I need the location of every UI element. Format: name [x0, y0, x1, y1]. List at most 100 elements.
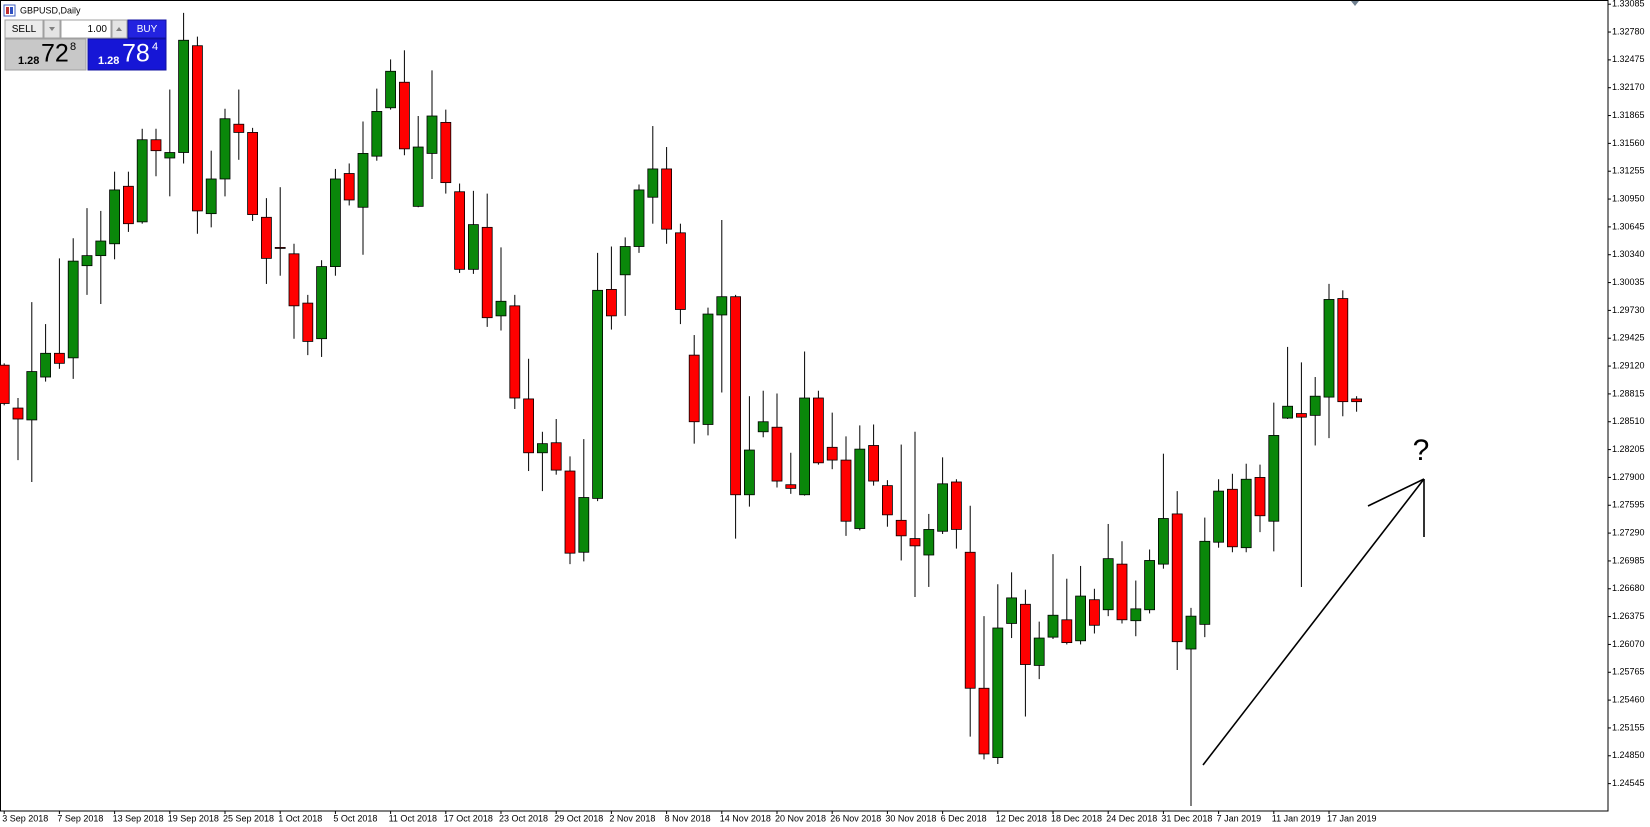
candle-body	[1061, 619, 1073, 644]
candle-body	[550, 442, 562, 471]
x-tick-label: 3 Sep 2018	[2, 813, 48, 823]
candle-body	[716, 296, 728, 316]
y-tick-label: 1.25460	[1612, 694, 1645, 704]
candle-body	[813, 397, 824, 464]
candle-body	[1268, 435, 1280, 522]
y-tick-label: 1.26070	[1612, 639, 1645, 649]
y-tick-label: 1.26985	[1612, 555, 1645, 565]
x-tick-label: 17 Oct 2018	[444, 813, 493, 823]
candle-body	[247, 132, 259, 215]
candle-body	[164, 152, 176, 159]
candle-body	[1020, 603, 1031, 665]
x-tick-label: 24 Dec 2018	[1106, 813, 1157, 823]
candle-body	[371, 111, 383, 157]
candle-body	[260, 216, 272, 259]
y-tick-label: 1.29425	[1612, 333, 1645, 343]
candle-body	[343, 173, 355, 201]
candle-body	[1351, 398, 1362, 403]
symbol-icon	[3, 4, 16, 17]
y-tick-label: 1.29730	[1612, 305, 1645, 315]
y-tick-label: 1.31865	[1612, 110, 1645, 120]
y-tick-label: 1.32475	[1612, 54, 1645, 64]
candle-body	[1089, 599, 1100, 626]
buy-button[interactable]	[127, 19, 167, 39]
up-arrow	[116, 27, 122, 31]
sell-price-box[interactable]	[4, 38, 87, 71]
candle-body	[109, 189, 120, 245]
y-tick-label: 1.28205	[1612, 444, 1645, 454]
arrow-head	[1367, 478, 1425, 507]
candle-body	[619, 246, 631, 276]
candle-body	[67, 260, 79, 359]
x-tick-label: 7 Jan 2019	[1217, 813, 1262, 823]
y-tick-label: 1.24850	[1612, 750, 1645, 760]
y-tick-label: 1.28510	[1612, 416, 1645, 426]
candle-body	[909, 538, 921, 547]
buy-price-box[interactable]	[87, 38, 167, 71]
y-tick-label: 1.31560	[1612, 138, 1645, 148]
x-tick-label: 20 Nov 2018	[775, 813, 826, 823]
y-tick-label: 1.31255	[1612, 166, 1645, 176]
candle-body	[799, 397, 810, 496]
sell-price-prefix: 1.28	[18, 55, 39, 67]
x-tick-label: 11 Jan 2019	[1272, 813, 1321, 823]
candle-body	[1240, 478, 1252, 549]
arrow-shaft	[1202, 478, 1425, 766]
candle-body	[178, 39, 190, 153]
y-tick-label: 1.28815	[1612, 388, 1645, 398]
y-tick-label: 1.27290	[1612, 527, 1645, 537]
symbol-icon-part	[10, 7, 13, 14]
candle-body	[0, 364, 10, 404]
candle-body	[895, 519, 907, 537]
candle-body	[854, 448, 866, 529]
lot-field[interactable]	[60, 19, 112, 39]
y-tick-label: 1.30645	[1612, 221, 1645, 231]
lot-size: 1.00	[88, 24, 108, 35]
candle-body	[826, 446, 838, 461]
candle-body	[329, 178, 341, 267]
candle-body	[426, 115, 438, 154]
drawn-arrow: ?	[1202, 434, 1430, 766]
candle-body	[357, 153, 369, 208]
candle-body	[647, 168, 659, 198]
x-tick-label: 30 Nov 2018	[885, 813, 936, 823]
annotation: ?	[1413, 434, 1430, 467]
x-tick-label: 11 Oct 2018	[389, 813, 437, 823]
symbol-icon-part	[6, 7, 9, 14]
sell-button[interactable]	[4, 19, 44, 39]
y-tick-label: 1.30035	[1612, 277, 1645, 287]
candle-body	[675, 232, 686, 310]
candle-body	[882, 485, 893, 516]
y-tick-label: 1.27595	[1612, 500, 1645, 510]
candle-body	[1296, 413, 1307, 418]
shift-marker	[1351, 1, 1359, 6]
candle-body	[1323, 299, 1335, 398]
candle-body	[785, 484, 797, 489]
y-tick-label: 1.24545	[1612, 778, 1645, 788]
candle-body	[661, 168, 672, 230]
buy-price-fraction: 4	[152, 41, 158, 53]
candle-body	[744, 449, 755, 496]
candle-body	[302, 302, 314, 342]
candle-body	[398, 81, 410, 150]
x-tick-label: 8 Nov 2018	[665, 813, 711, 823]
buy-label: BUY	[137, 24, 158, 35]
candle-body	[233, 123, 245, 133]
candle-body	[771, 426, 783, 482]
candle-body	[537, 443, 548, 454]
candle-body	[1033, 637, 1045, 666]
x-tick-label: 1 Oct 2018	[278, 813, 322, 823]
candle-body	[1282, 405, 1293, 419]
x-tick-label: 23 Oct 2018	[499, 813, 548, 823]
x-tick-label: 6 Dec 2018	[941, 813, 987, 823]
x-tick-label: 7 Sep 2018	[57, 813, 103, 823]
candle-body	[191, 45, 203, 212]
y-tick-label: 1.26375	[1612, 611, 1645, 621]
candle-body	[316, 266, 328, 340]
title-bar: GBPUSD,Daily	[3, 4, 81, 17]
x-tick-label: 13 Sep 2018	[113, 813, 164, 823]
down-arrow	[49, 27, 55, 31]
candle-body	[1047, 614, 1059, 638]
candle-body	[757, 421, 769, 433]
